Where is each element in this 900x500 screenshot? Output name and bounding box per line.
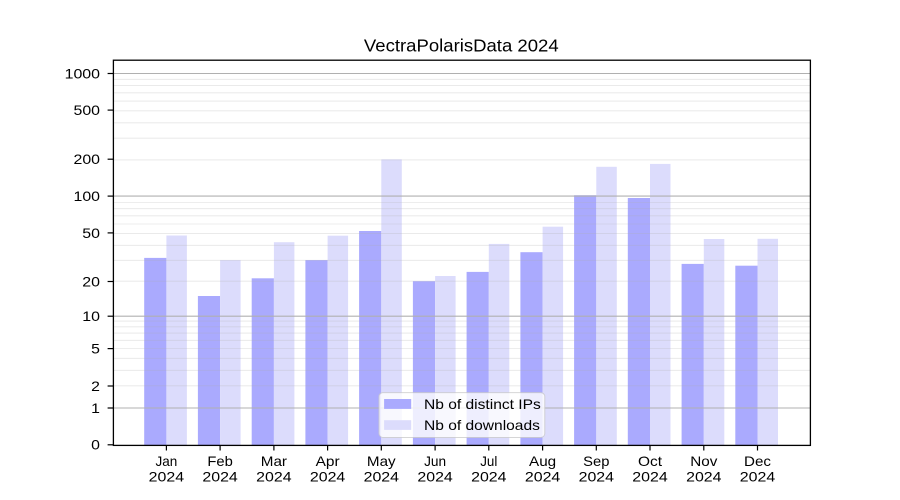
svg-text:Aug: Aug [529, 453, 556, 469]
svg-text:200: 200 [74, 151, 101, 167]
svg-text:Jan: Jan [156, 453, 178, 469]
svg-text:2024: 2024 [310, 468, 346, 484]
svg-text:Feb: Feb [207, 453, 233, 469]
svg-text:2024: 2024 [632, 468, 668, 484]
svg-text:May: May [367, 453, 396, 469]
svg-text:50: 50 [82, 225, 100, 241]
svg-text:Sep: Sep [583, 453, 609, 469]
svg-text:Oct: Oct [638, 453, 662, 469]
svg-text:2024: 2024 [686, 468, 722, 484]
svg-text:2: 2 [91, 378, 100, 394]
svg-text:500: 500 [74, 102, 101, 118]
svg-text:1: 1 [91, 400, 100, 416]
svg-text:Jun: Jun [424, 453, 446, 469]
svg-text:5: 5 [91, 341, 100, 357]
svg-text:Nb of distinct IPs: Nb of distinct IPs [424, 396, 541, 412]
svg-text:2024: 2024 [579, 468, 615, 484]
svg-text:Nb of downloads: Nb of downloads [424, 417, 540, 433]
svg-text:2024: 2024 [256, 468, 292, 484]
svg-text:2024: 2024 [202, 468, 238, 484]
svg-text:100: 100 [74, 188, 101, 204]
svg-text:2024: 2024 [364, 468, 400, 484]
svg-text:Apr: Apr [316, 453, 340, 469]
svg-text:2024: 2024 [740, 468, 776, 484]
svg-text:VectraPolarisData 2024: VectraPolarisData 2024 [364, 36, 559, 56]
svg-text:Jul: Jul [480, 453, 497, 469]
svg-text:2024: 2024 [525, 468, 561, 484]
svg-text:0: 0 [91, 437, 100, 453]
svg-text:10: 10 [82, 308, 100, 324]
svg-text:2024: 2024 [471, 468, 507, 484]
svg-text:Dec: Dec [744, 453, 771, 469]
svg-text:2024: 2024 [417, 468, 453, 484]
svg-text:2024: 2024 [149, 468, 185, 484]
svg-text:Nov: Nov [690, 453, 717, 469]
svg-text:Mar: Mar [261, 453, 288, 469]
svg-text:1000: 1000 [65, 65, 101, 81]
svg-text:20: 20 [82, 273, 100, 289]
